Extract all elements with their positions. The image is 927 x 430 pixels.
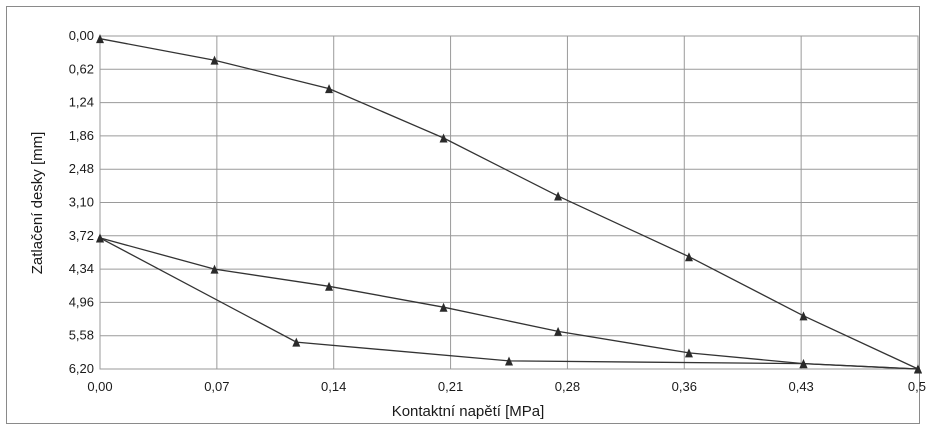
data-point-marker (96, 233, 104, 243)
data-point-marker (325, 84, 334, 94)
y-tick-label: 0,00 (69, 28, 94, 43)
grid (99, 35, 919, 370)
y-tick-label: 3,72 (69, 228, 94, 243)
data-point-marker (210, 264, 219, 274)
chart-frame (6, 6, 920, 424)
tick-labels: 0,00 0,62 1,24 1,86 2,48 3,10 3,72 4,34 4,96 5,58… (69, 28, 926, 394)
y-tick-label: 4,34 (69, 261, 94, 276)
series-1 (96, 34, 922, 374)
series-line (99, 237, 919, 370)
data-point-marker (554, 326, 563, 336)
y-tick-label: 0,62 (69, 61, 94, 76)
y-tick-label: 1,24 (69, 95, 94, 110)
data-point-marker (554, 191, 563, 201)
data-point-marker (292, 337, 301, 347)
x-tick-label: 0,07 (204, 379, 229, 394)
data-point-marker (210, 55, 219, 65)
series-3 (96, 233, 922, 374)
x-tick-label: 0,43 (788, 379, 813, 394)
data-point-marker (439, 133, 448, 143)
y-tick-label: 5,58 (69, 328, 94, 343)
series-line (99, 237, 919, 370)
data-point-marker (439, 302, 448, 312)
y-tick-label: 6,20 (69, 361, 94, 376)
data-point-marker (684, 252, 693, 262)
data-point-marker (799, 311, 808, 321)
series-2 (96, 233, 922, 374)
x-tick-label: 0,14 (321, 379, 346, 394)
data-point-marker (799, 359, 808, 369)
y-axis-title: Zatlačení desky [mm] (29, 132, 46, 275)
y-tick-label: 2,48 (69, 161, 94, 176)
x-tick-label: 0,21 (438, 379, 463, 394)
x-tick-label: 0,5 (908, 379, 926, 394)
data-point-marker (505, 356, 513, 366)
data-point-marker (325, 281, 334, 291)
y-tick-label: 3,10 (69, 195, 94, 210)
x-axis-title: Kontaktní napětí [MPa] (392, 403, 545, 420)
y-tick-label: 4,96 (69, 294, 94, 309)
x-tick-label: 0,36 (672, 379, 697, 394)
data-point-marker (96, 34, 104, 44)
series-layer (96, 34, 922, 374)
y-tick-label: 1,86 (69, 128, 94, 143)
series-line (99, 38, 919, 370)
x-tick-label: 0,00 (87, 379, 112, 394)
data-point-marker (914, 364, 922, 374)
data-point-marker (684, 348, 693, 358)
x-tick-label: 0,28 (555, 379, 580, 394)
